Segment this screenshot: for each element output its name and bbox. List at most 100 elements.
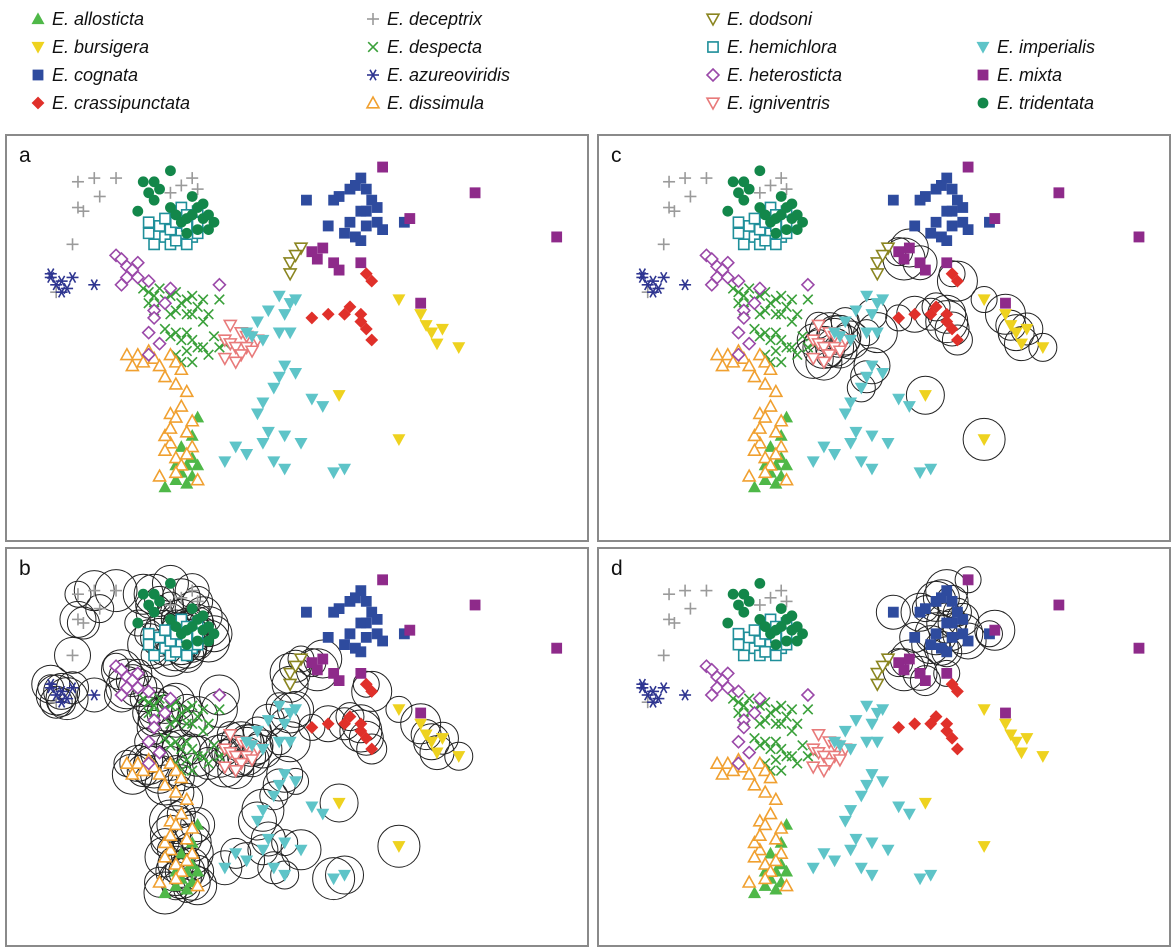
point-cra xyxy=(338,307,351,321)
point-tri xyxy=(148,194,160,206)
point-imp xyxy=(876,704,890,717)
highlight-circle xyxy=(271,665,309,703)
point-bur xyxy=(392,704,406,717)
point-imp xyxy=(261,305,275,318)
point-mix xyxy=(898,253,910,265)
point-imp xyxy=(828,448,842,461)
legend-item: E. despecta xyxy=(365,36,482,58)
point-imp xyxy=(256,397,270,410)
point-des xyxy=(770,345,782,357)
point-ign xyxy=(811,729,826,743)
point-hem xyxy=(748,212,761,225)
point-cra xyxy=(945,322,959,336)
point-hem xyxy=(169,234,182,247)
point-dod xyxy=(869,667,885,682)
point-het xyxy=(212,687,227,703)
point-mix xyxy=(415,297,427,309)
point-des xyxy=(170,736,182,748)
point-dod xyxy=(880,653,896,667)
point-cra xyxy=(950,742,964,756)
plot-b xyxy=(31,564,563,915)
point-het xyxy=(704,277,719,292)
point-des xyxy=(186,290,198,302)
point-des xyxy=(786,316,798,327)
point-tri xyxy=(781,224,792,235)
highlight-circle xyxy=(137,703,171,737)
point-mix xyxy=(989,624,1001,636)
point-hem xyxy=(169,645,182,658)
highlight-circle xyxy=(124,609,152,637)
point-ign xyxy=(816,765,832,779)
point-dis xyxy=(747,849,762,863)
point-tri xyxy=(791,224,803,235)
point-dec xyxy=(668,205,681,218)
point-dod xyxy=(293,242,309,256)
point-des xyxy=(775,765,787,776)
point-all xyxy=(191,864,205,877)
point-dis xyxy=(157,834,173,849)
point-imp xyxy=(870,736,884,749)
highlight-circle xyxy=(85,594,115,624)
point-dec xyxy=(780,183,793,196)
point-all xyxy=(769,476,783,489)
legend-item: E. heterosticta xyxy=(705,64,842,86)
point-dec xyxy=(700,584,713,597)
highlight-circle xyxy=(385,695,413,723)
point-tri xyxy=(786,198,798,210)
panel-label: c xyxy=(611,144,622,167)
point-dis xyxy=(720,755,736,769)
legend-marker-icon xyxy=(977,69,989,81)
point-het xyxy=(141,684,156,699)
point-des xyxy=(786,341,798,353)
point-dec xyxy=(668,617,681,629)
point-cra xyxy=(305,720,319,734)
point-cog xyxy=(941,172,953,184)
point-het xyxy=(731,273,746,289)
point-cog xyxy=(941,646,953,658)
point-des xyxy=(759,736,771,748)
point-ign xyxy=(217,761,233,775)
point-mix xyxy=(898,664,910,676)
point-bur xyxy=(1036,751,1050,763)
point-dis xyxy=(763,863,778,878)
point-het xyxy=(146,310,162,326)
point-des xyxy=(175,743,187,755)
point-imp xyxy=(838,815,852,828)
point-cra xyxy=(929,300,943,314)
point-hem xyxy=(732,227,745,240)
legend-label: E. deceptrix xyxy=(387,8,483,29)
point-het xyxy=(800,277,816,292)
point-cra xyxy=(945,677,959,691)
highlight-circle xyxy=(921,292,951,322)
point-dec xyxy=(77,205,90,218)
point-all xyxy=(169,473,183,485)
point-dec xyxy=(66,238,79,251)
point-dis xyxy=(757,784,773,798)
legend-label: E. hemichlora xyxy=(727,36,838,57)
point-azu xyxy=(88,689,101,701)
point-mix xyxy=(355,668,367,679)
point-dec xyxy=(71,175,84,188)
point-cra xyxy=(908,307,922,321)
point-imp xyxy=(305,801,319,814)
point-ign xyxy=(228,765,244,779)
point-dis xyxy=(179,831,195,845)
highlight-circle xyxy=(911,625,951,665)
point-mix xyxy=(941,668,953,679)
point-mix xyxy=(919,675,931,686)
point-des xyxy=(781,711,792,722)
point-tri xyxy=(132,205,144,217)
legend-marker-icon xyxy=(367,13,379,25)
point-des xyxy=(775,718,787,730)
point-imp xyxy=(256,743,270,756)
point-mix xyxy=(377,574,389,586)
point-dis xyxy=(768,852,784,867)
panel-label: b xyxy=(19,557,31,580)
highlight-circle xyxy=(76,677,112,713)
highlight-circle xyxy=(936,260,978,302)
point-dis xyxy=(157,428,173,442)
point-imp xyxy=(849,305,863,318)
highlight-circle xyxy=(970,286,998,314)
point-des xyxy=(159,732,171,744)
point-cog xyxy=(328,606,340,618)
